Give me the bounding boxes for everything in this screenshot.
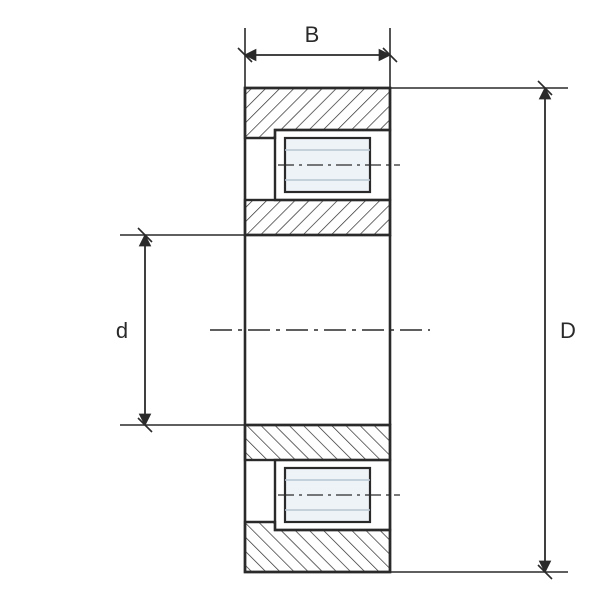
label-B: B <box>305 22 320 47</box>
upper-section <box>245 88 400 235</box>
label-D: D <box>560 318 576 343</box>
label-d: d <box>116 318 128 343</box>
dim-B: B <box>238 22 397 88</box>
lower-section <box>245 425 400 572</box>
